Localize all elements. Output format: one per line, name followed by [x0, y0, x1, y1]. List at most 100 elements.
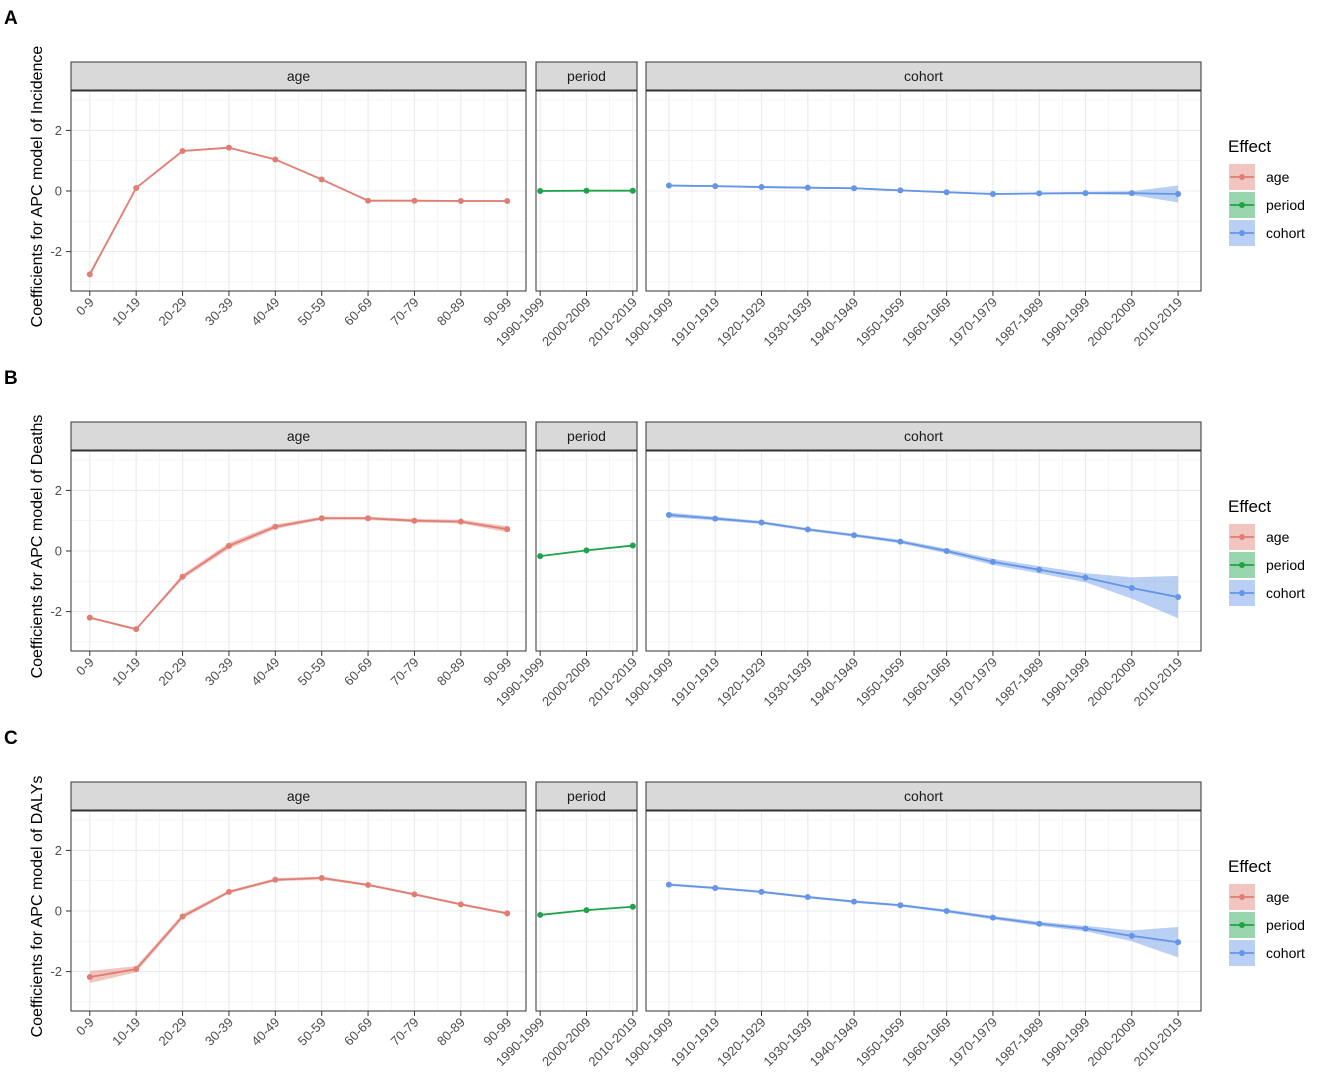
legend-title: Effect — [1228, 497, 1271, 516]
data-point-age — [365, 197, 372, 204]
y-tick-label: 2 — [55, 123, 62, 138]
data-point-cohort — [1128, 584, 1135, 591]
facet-age: age 0-9 10-19 20-29 30-39 40-49 50-59 60-69 70-7… — [70, 781, 527, 1049]
y-tick-label: -2 — [50, 244, 62, 259]
facet-age: age 0-9 10-19 20-29 30-39 40-49 50-59 60-69 70-7… — [70, 421, 527, 689]
data-point-cohort — [1036, 566, 1043, 573]
data-point-cohort — [1036, 190, 1043, 197]
data-point-age — [133, 184, 140, 191]
x-tick-label: 0-9 — [73, 295, 97, 319]
data-point-age — [504, 198, 511, 204]
data-point-age — [504, 526, 511, 533]
facet-strip-label: age — [287, 428, 311, 444]
x-tick-label: 1987-1989 — [992, 1015, 1047, 1070]
x-tick-label: 1990-1999 — [1038, 1015, 1093, 1070]
data-point-period — [629, 187, 636, 194]
x-tick-label: 1910-1919 — [668, 655, 723, 710]
series-line-age — [89, 517, 508, 631]
data-point-period — [583, 907, 590, 914]
x-tick-label: 1930-1939 — [760, 655, 815, 710]
facet-strip-label: period — [567, 68, 606, 84]
x-tick-label: 30-39 — [202, 295, 236, 329]
panel-label: C — [4, 728, 18, 749]
data-point-age — [225, 542, 232, 549]
data-point-period — [629, 903, 636, 910]
x-tick-label: 1987-1989 — [992, 295, 1047, 350]
x-tick-label: 40-49 — [248, 1015, 282, 1049]
facet-strip — [70, 61, 527, 91]
series-line-cohort — [668, 514, 1179, 598]
x-tick-label: 70-79 — [387, 655, 421, 689]
facet-strip-label: age — [287, 68, 311, 84]
x-tick-label: 30-39 — [202, 655, 236, 689]
data-point-age — [365, 881, 372, 888]
data-point-cohort — [712, 884, 719, 891]
data-point-cohort — [943, 548, 950, 554]
data-point-age — [86, 271, 93, 278]
legend-label: age — [1266, 169, 1290, 185]
series-line-age — [89, 877, 508, 978]
data-point-age — [318, 515, 325, 522]
data-point-age — [86, 974, 93, 981]
facet-age: age 0-9 10-19 20-29 30-39 40-49 50-59 60-69 70-7… — [70, 61, 527, 329]
y-axis-title: Coefficients for APC model of DALYs — [29, 776, 46, 1038]
data-point-age — [318, 176, 325, 183]
data-point-age — [86, 614, 93, 621]
facet-strip — [535, 61, 638, 91]
data-point-cohort — [851, 532, 858, 539]
x-tick-label: 1990-1999 — [1038, 655, 1093, 710]
legend: Effect age period cohort — [1228, 497, 1305, 606]
x-tick-label: 1960-1969 — [899, 295, 954, 350]
y-tick-label: 0 — [55, 904, 62, 919]
data-point-cohort — [989, 191, 996, 198]
panel-border — [70, 450, 527, 652]
x-tick-label: 50-59 — [295, 295, 329, 329]
panel-A: A Coefficients for APC model of Incidence… — [4, 8, 1305, 349]
facet-strip-label: period — [567, 428, 606, 444]
x-tick-label: 1910-1919 — [668, 295, 723, 350]
data-point-cohort — [758, 184, 765, 191]
x-tick-label: 40-49 — [248, 295, 282, 329]
y-tick-label: 2 — [55, 483, 62, 498]
x-tick-label: 2000-2009 — [539, 1015, 594, 1070]
x-tick-label: 10-19 — [109, 295, 143, 329]
x-tick-label: 80-89 — [434, 655, 468, 689]
data-point-cohort — [1128, 932, 1135, 939]
legend-title: Effect — [1228, 857, 1271, 876]
legend-key-point — [1239, 590, 1245, 596]
legend-key-point — [1239, 230, 1245, 236]
facet-strip-label: period — [567, 788, 606, 804]
legend-label: period — [1266, 197, 1305, 213]
x-tick-label: 1960-1969 — [899, 1015, 954, 1070]
x-tick-label: 1940-1949 — [807, 295, 862, 350]
data-point-cohort — [712, 183, 719, 190]
data-point-age — [411, 197, 418, 204]
data-point-age — [365, 515, 372, 522]
x-tick-label: 1910-1919 — [668, 1015, 723, 1070]
ci-band-age — [89, 876, 508, 984]
legend-label: cohort — [1266, 585, 1305, 601]
x-tick-label: 1920-1929 — [714, 1015, 769, 1070]
x-tick-label: 10-19 — [109, 1015, 143, 1049]
data-point-age — [179, 913, 186, 920]
data-point-cohort — [1175, 594, 1182, 601]
data-point-cohort — [851, 898, 858, 905]
facet-strip-label: cohort — [904, 788, 943, 804]
legend-key-point — [1239, 174, 1245, 180]
legend-label: period — [1266, 917, 1305, 933]
series-line-cohort — [668, 883, 1179, 944]
data-point-age — [411, 517, 418, 524]
data-point-cohort — [804, 894, 811, 901]
x-tick-label: 50-59 — [295, 1015, 329, 1049]
data-point-cohort — [943, 908, 950, 914]
data-point-age — [318, 874, 325, 881]
panel-border — [70, 810, 527, 1012]
x-tick-label: 2000-2009 — [1084, 295, 1139, 350]
x-tick-label: 80-89 — [434, 295, 468, 329]
x-tick-label: 80-89 — [434, 1015, 468, 1049]
data-point-age — [272, 876, 279, 883]
data-point-period — [537, 553, 544, 560]
legend: Effect age period cohort — [1228, 137, 1305, 246]
x-tick-label: 30-39 — [202, 1015, 236, 1049]
